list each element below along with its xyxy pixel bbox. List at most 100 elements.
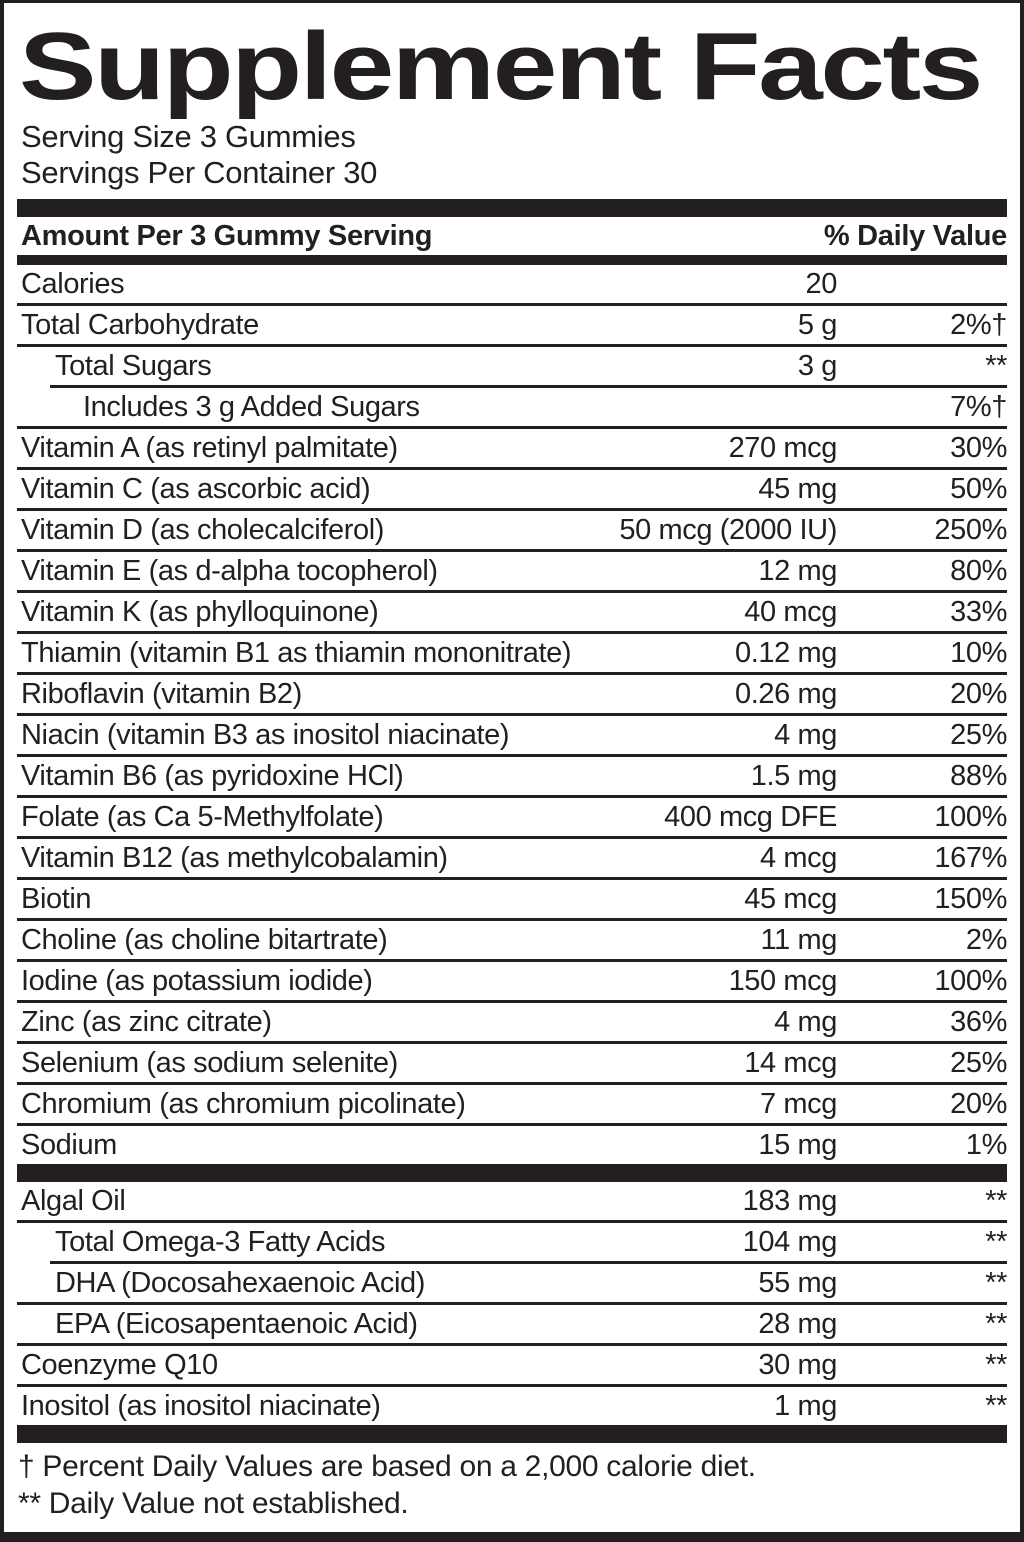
nutrient-daily-value: 20% — [950, 677, 1007, 710]
nutrient-daily-value: 7%† — [950, 390, 1007, 423]
nutrient-name: Thiamin (vitamin B1 as thiamin mononitra… — [21, 636, 572, 669]
nutrient-row: Total Omega-3 Fatty Acids 104 mg ** — [17, 1223, 1007, 1261]
nutrient-daily-value: ** — [985, 1389, 1007, 1422]
nutrient-row: DHA (Docosahexaenoic Acid) 55 mg ** — [17, 1264, 1007, 1302]
nutrient-daily-value: 167% — [934, 841, 1007, 874]
table-header: Amount Per 3 Gummy Serving % Daily Value — [17, 217, 1007, 255]
row-separator — [17, 303, 1007, 306]
row-separator — [17, 918, 1007, 921]
nutrient-amount: 3 g — [797, 349, 838, 382]
daily-value-header: % Daily Value — [823, 219, 1007, 252]
nutrient-row: Total Sugars 3 g ** — [17, 347, 1007, 385]
nutrient-amount: 4 mg — [774, 718, 837, 751]
nutrient-name: Inositol (as inositol niacinate) — [21, 1389, 381, 1422]
row-separator — [17, 672, 1007, 675]
nutrient-daily-value: 30% — [950, 431, 1007, 464]
row-separator — [17, 508, 1007, 511]
nutrient-daily-value: 2% — [965, 923, 1008, 956]
row-separator — [17, 467, 1007, 470]
nutrient-row: Vitamin C (as ascorbic acid) 45 mg 50% — [17, 470, 1007, 508]
nutrient-table-main: Calories 20 Total Carbohydrate 5 g 2%† Total … — [17, 265, 1007, 1164]
serving-info: Serving Size 3 Gummies Servings Per Cont… — [17, 119, 1007, 191]
row-separator — [17, 631, 1007, 634]
row-separator — [17, 754, 1007, 757]
nutrient-amount: 45 mg — [758, 472, 837, 505]
nutrient-amount: 1 mg — [774, 1389, 837, 1422]
nutrient-name: Selenium (as sodium selenite) — [21, 1046, 398, 1079]
servings-per-container: Servings Per Container 30 — [21, 155, 378, 190]
nutrient-name: Niacin (vitamin B3 as inositol niacinate… — [21, 718, 510, 751]
nutrient-row: Vitamin K (as phylloquinone) 40 mcg 33% — [17, 593, 1007, 631]
nutrient-amount: 4 mcg — [760, 841, 837, 874]
nutrient-amount: 45 mcg — [744, 882, 837, 915]
nutrient-row: Iodine (as potassium iodide) 150 mcg 100% — [17, 962, 1007, 1000]
nutrient-name: Total Carbohydrate — [21, 308, 259, 341]
nutrient-daily-value: 2%† — [950, 308, 1007, 341]
footnotes-block: † Percent Daily Values are based on a 2,… — [17, 1443, 1007, 1522]
nutrient-row: Zinc (as zinc citrate) 4 mg 36% — [17, 1003, 1007, 1041]
divider-bar-middle — [17, 1164, 1007, 1182]
nutrient-daily-value: ** — [985, 1184, 1007, 1217]
nutrient-amount: 104 mg — [742, 1225, 838, 1258]
row-separator — [17, 713, 1007, 716]
nutrient-daily-value: ** — [985, 1348, 1007, 1381]
footnote-not-established: ** Daily Value not established. — [18, 1487, 409, 1520]
nutrient-daily-value: 33% — [950, 595, 1007, 628]
nutrient-row: Calories 20 — [17, 265, 1007, 303]
nutrient-row: Total Carbohydrate 5 g 2%† — [17, 306, 1007, 344]
nutrient-row: Coenzyme Q10 30 mg ** — [17, 1346, 1007, 1384]
nutrient-daily-value: 50% — [950, 472, 1007, 505]
row-separator — [17, 959, 1007, 962]
amount-per-serving-header: Amount Per 3 Gummy Serving — [21, 219, 433, 252]
nutrient-name: Iodine (as potassium iodide) — [21, 964, 373, 997]
nutrient-name: EPA (Eicosapentaenoic Acid) — [55, 1307, 418, 1340]
nutrient-amount: 400 mcg DFE — [664, 800, 837, 833]
nutrient-row: Niacin (vitamin B3 as inositol niacinate… — [17, 716, 1007, 754]
nutrient-name: Zinc (as zinc citrate) — [21, 1005, 272, 1038]
nutrient-name: Vitamin A (as retinyl palmitate) — [21, 431, 398, 464]
nutrient-amount: 50 mcg (2000 IU) — [619, 513, 837, 546]
divider-bar-top — [17, 199, 1007, 217]
nutrient-amount: 150 mcg — [728, 964, 838, 997]
footnote-daily-value: † Percent Daily Values are based on a 2,… — [18, 1450, 756, 1483]
nutrient-daily-value: ** — [985, 1225, 1007, 1258]
nutrient-name: Vitamin K (as phylloquinone) — [21, 595, 379, 628]
nutrient-row: Vitamin E (as d-alpha tocopherol) 12 mg 80… — [17, 552, 1007, 590]
nutrient-daily-value: 150% — [934, 882, 1007, 915]
nutrient-row: Algal Oil 183 mg ** — [17, 1182, 1007, 1220]
nutrient-row: Includes 3 g Added Sugars 7%† — [17, 388, 1007, 426]
nutrient-row: Selenium (as sodium selenite) 14 mcg 25% — [17, 1044, 1007, 1082]
nutrient-row: EPA (Eicosapentaenoic Acid) 28 mg ** — [17, 1305, 1007, 1343]
row-separator — [50, 385, 1007, 388]
nutrient-amount: 20 — [805, 267, 838, 300]
nutrient-amount: 40 mcg — [744, 595, 837, 628]
nutrient-name: Chromium (as chromium picolinate) — [21, 1087, 466, 1120]
row-separator — [17, 1082, 1007, 1085]
row-separator — [50, 1261, 1007, 1264]
nutrient-row: Vitamin D (as cholecalciferol) 50 mcg (20… — [17, 511, 1007, 549]
nutrient-row: Vitamin A (as retinyl palmitate) 270 mcg 3… — [17, 429, 1007, 467]
nutrient-daily-value: ** — [985, 1266, 1007, 1299]
nutrient-amount: 5 g — [797, 308, 838, 341]
row-separator — [17, 1041, 1007, 1044]
divider-bar-header — [17, 255, 1007, 265]
nutrient-table-specialty: Algal Oil 183 mg ** Total Omega-3 Fatty Aci… — [17, 1182, 1007, 1425]
nutrient-name: Folate (as Ca 5-Methylfolate) — [21, 800, 384, 833]
nutrient-name: Vitamin B6 (as pyridoxine HCl) — [21, 759, 404, 792]
nutrient-name: Biotin — [21, 882, 92, 915]
row-separator — [17, 590, 1007, 593]
row-separator — [17, 1302, 1007, 1305]
nutrient-name: Vitamin E (as d-alpha tocopherol) — [21, 554, 438, 587]
label-content: Supplement Facts Serving Size 3 Gummies … — [4, 9, 1020, 1522]
nutrient-name: Calories — [21, 267, 125, 300]
nutrient-row: Thiamin (vitamin B1 as thiamin mononitra… — [17, 634, 1007, 672]
nutrient-name: Riboflavin (vitamin B2) — [21, 677, 302, 710]
row-separator — [17, 1343, 1007, 1346]
nutrient-row: Folate (as Ca 5-Methylfolate) 400 mcg DFE… — [17, 798, 1007, 836]
nutrient-amount: 183 mg — [742, 1184, 838, 1217]
nutrient-amount: 15 mg — [758, 1128, 837, 1161]
serving-size: Serving Size 3 Gummies — [21, 119, 356, 154]
row-separator — [17, 836, 1007, 839]
nutrient-row: Chromium (as chromium picolinate) 7 mcg 20… — [17, 1085, 1007, 1123]
